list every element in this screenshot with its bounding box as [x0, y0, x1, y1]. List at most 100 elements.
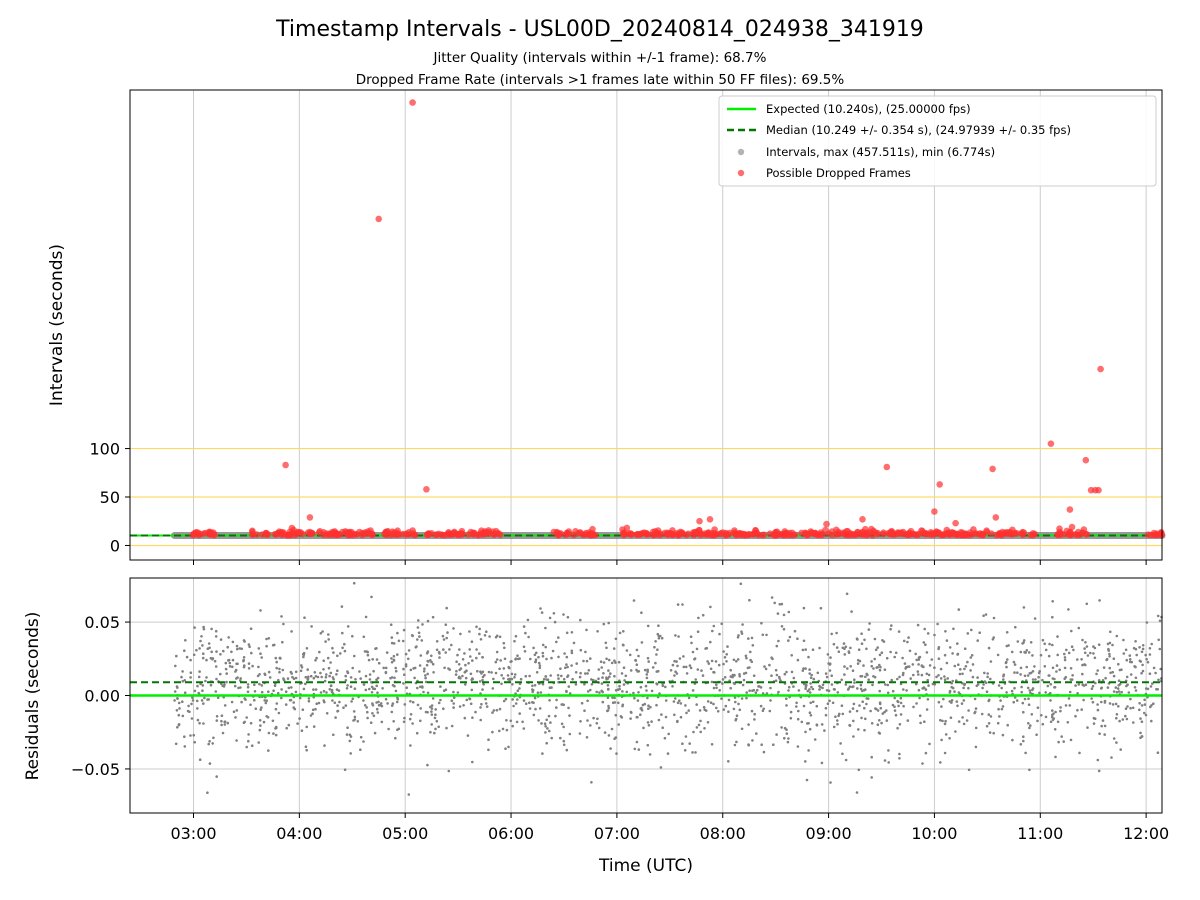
residual-point [272, 689, 275, 692]
residual-point [718, 632, 721, 636]
residual-point [301, 708, 305, 711]
residual-point [673, 713, 676, 717]
residual-point [1146, 687, 1150, 691]
residual-point [565, 748, 569, 752]
residual-point [721, 678, 725, 681]
residual-point [958, 672, 962, 676]
residual-point [807, 655, 810, 659]
residual-point [1065, 648, 1068, 652]
residual-point [1150, 719, 1153, 723]
residual-point [894, 651, 898, 655]
residual-point [962, 722, 966, 726]
residual-point [324, 640, 327, 643]
residual-point [870, 664, 873, 668]
residual-point [337, 689, 341, 692]
residual-point [1139, 731, 1142, 735]
residual-point [770, 596, 774, 599]
residual-point [1013, 696, 1017, 699]
residual-point [722, 662, 725, 666]
x-tick-label: 04:00 [276, 824, 322, 843]
residual-point [622, 630, 625, 633]
residual-point [390, 660, 394, 664]
residual-point [656, 669, 660, 673]
residual-point [411, 700, 415, 704]
residual-point [392, 642, 396, 645]
residual-point [250, 651, 253, 655]
residual-point [469, 702, 473, 706]
residual-point [566, 675, 569, 679]
residual-point [535, 671, 539, 674]
residual-point [587, 669, 591, 672]
residual-point [396, 631, 399, 635]
residual-point [424, 674, 427, 677]
residual-point [304, 675, 308, 679]
residual-point [1158, 647, 1162, 651]
residual-point [452, 690, 455, 694]
residual-point [880, 651, 884, 654]
residual-point [585, 628, 588, 632]
residual-point [1098, 732, 1101, 735]
residual-point [248, 645, 251, 649]
residual-point [544, 731, 547, 734]
residual-point [263, 699, 267, 702]
residual-point [828, 669, 832, 672]
residual-point [683, 749, 687, 752]
dropped-frame-outlier [992, 514, 1000, 521]
residual-point [647, 704, 650, 707]
residual-point [507, 678, 510, 681]
residual-point [825, 675, 829, 679]
residual-point [1145, 657, 1148, 661]
residual-point [701, 674, 705, 677]
dropped-frame-point [835, 528, 842, 536]
residual-point [578, 732, 582, 735]
residual-point [327, 633, 330, 636]
residual-point [952, 627, 955, 631]
residual-point [1083, 647, 1086, 650]
intervals-y-label: Intervals (seconds) [47, 244, 67, 406]
residual-point [722, 708, 726, 711]
residual-point [1143, 703, 1147, 706]
residual-point [427, 660, 430, 663]
dropped-frames-series [189, 99, 1165, 539]
residual-point [1156, 688, 1159, 691]
residual-point [671, 685, 674, 688]
residual-point [1103, 733, 1106, 736]
residual-point [1029, 691, 1032, 695]
residual-point [478, 627, 482, 631]
residual-point [240, 647, 243, 651]
residual-point [447, 769, 451, 773]
residual-point [202, 625, 205, 629]
dropped-frame-outlier [823, 520, 830, 528]
residual-point [738, 708, 742, 712]
residual-point [679, 715, 683, 719]
residual-point [230, 650, 233, 654]
legend: Expected (10.240s), (25.00000 fps) Media… [718, 95, 1157, 187]
residual-point [795, 705, 798, 708]
residual-point [1080, 708, 1083, 711]
residual-point [1096, 708, 1100, 712]
residual-point [570, 649, 574, 653]
residual-point [778, 603, 782, 606]
residual-point [176, 697, 179, 700]
residual-point [183, 679, 187, 682]
residual-point [527, 635, 530, 639]
dropped-frame-point [1056, 525, 1063, 532]
residual-point [1125, 658, 1129, 662]
residual-point [329, 661, 332, 664]
residual-point [973, 711, 976, 715]
residual-point [370, 691, 374, 694]
residual-point [750, 660, 754, 664]
residual-point [959, 668, 962, 671]
residual-point [1081, 663, 1084, 667]
residual-point [503, 657, 507, 661]
dropped-frame-point [636, 531, 643, 538]
residual-point [967, 686, 970, 690]
residual-point [1128, 660, 1132, 664]
residual-point [304, 682, 307, 686]
residual-point [735, 740, 738, 744]
dropped-frame-point [935, 529, 942, 536]
residual-point [887, 749, 890, 752]
residual-point [715, 706, 718, 710]
residual-point [789, 716, 793, 720]
residual-point [1049, 683, 1053, 686]
